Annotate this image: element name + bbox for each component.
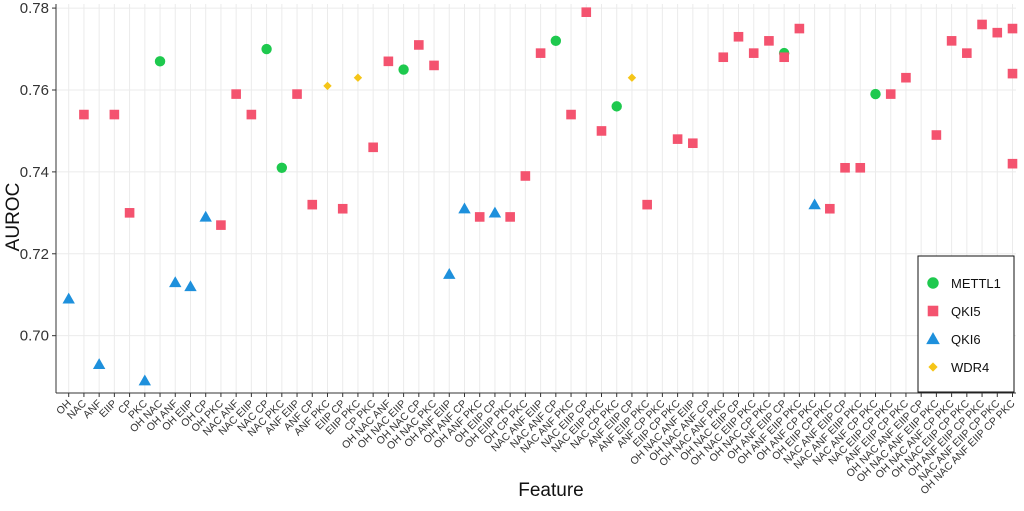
- data-point-qki6: [808, 198, 821, 210]
- data-point-mettl1: [261, 43, 272, 55]
- axes-layer: 0.70 0.72 0.74 0.76 0.78: [20, 0, 1016, 397]
- data-point-qki5: [931, 130, 942, 140]
- data-point-qki5: [383, 56, 394, 67]
- data-marks: [62, 7, 1018, 386]
- data-point-qki6: [199, 210, 212, 222]
- data-point-qki5: [962, 48, 972, 58]
- legend-label: QKI5: [951, 304, 981, 319]
- data-point-qki5: [474, 212, 485, 222]
- data-point-qki6: [184, 280, 197, 292]
- data-point-qki5: [672, 134, 683, 144]
- legend: METTL1 QKI5 QKI6 WDR4: [917, 255, 1015, 393]
- data-point-qki5: [368, 142, 378, 153]
- legend-item: QKI5: [927, 304, 981, 319]
- y-tick-label: 0.74: [20, 164, 49, 181]
- data-point-qki6: [458, 202, 471, 214]
- data-point-qki5: [977, 19, 987, 30]
- y-axis-title: AUROC: [3, 183, 24, 252]
- data-point-qki5: [429, 60, 439, 71]
- data-point-wdr4: [323, 81, 332, 91]
- data-point-qki5: [764, 36, 774, 46]
- series-wdr4: [323, 73, 637, 91]
- legend-label: METTL1: [951, 276, 1001, 291]
- legend-label: WDR4: [951, 360, 989, 375]
- legend-key-wdr4: [928, 362, 938, 372]
- data-point-qki5: [535, 48, 546, 58]
- data-point-qki5: [231, 89, 241, 99]
- series-qki6: [62, 198, 821, 386]
- y-tick-label: 0.78: [20, 0, 49, 17]
- legend-label: QKI6: [951, 332, 981, 347]
- data-point-qki5: [109, 109, 120, 120]
- legend-key-qki6: [926, 332, 940, 345]
- legend-key-qki5: [927, 305, 939, 317]
- data-point-qki5: [581, 7, 592, 17]
- data-point-qki5: [901, 72, 911, 83]
- data-point-qki5: [748, 48, 759, 58]
- data-point-qki5: [992, 27, 1003, 38]
- legend-item: QKI6: [926, 332, 981, 347]
- data-point-mettl1: [611, 101, 622, 112]
- data-point-qki5: [885, 89, 896, 99]
- data-point-qki5: [733, 31, 744, 42]
- data-point-mettl1: [870, 88, 881, 100]
- data-point-qki5: [79, 109, 89, 120]
- data-point-qki5: [794, 23, 805, 34]
- data-point-wdr4: [353, 73, 363, 82]
- x-axis-title: Feature: [518, 480, 583, 501]
- data-point-qki5: [779, 52, 789, 63]
- data-point-qki5: [840, 162, 850, 173]
- data-point-wdr4: [627, 73, 637, 82]
- data-point-qki6: [138, 374, 152, 386]
- y-tick-label: 0.72: [20, 246, 49, 263]
- data-point-qki5: [414, 40, 424, 50]
- legend-item: WDR4: [928, 360, 989, 375]
- data-point-qki6: [92, 358, 106, 369]
- data-point-qki5: [292, 89, 302, 99]
- data-point-qki6: [443, 268, 456, 279]
- data-point-qki5: [825, 203, 835, 214]
- data-point-qki5: [718, 52, 729, 63]
- data-point-qki6: [62, 292, 75, 304]
- data-point-qki5: [1007, 68, 1018, 79]
- grid-layer: [56, 4, 1016, 393]
- data-point-qki5: [216, 220, 226, 230]
- data-point-mettl1: [154, 56, 166, 67]
- data-point-mettl1: [550, 35, 562, 47]
- y-tick-label: 0.76: [20, 82, 49, 99]
- data-point-qki5: [124, 208, 135, 218]
- data-point-qki5: [246, 109, 257, 120]
- data-point-qki5: [520, 171, 531, 181]
- legend-key-mettl1: [927, 277, 939, 289]
- series-qki5: [79, 7, 1018, 230]
- data-point-qki5: [307, 199, 318, 210]
- legend-item: METTL1: [927, 276, 1001, 291]
- data-point-qki6: [488, 206, 502, 218]
- data-point-qki5: [596, 126, 607, 136]
- data-point-qki5: [1007, 158, 1018, 169]
- data-point-qki6: [169, 276, 182, 288]
- data-point-qki5: [505, 212, 515, 222]
- data-point-mettl1: [398, 64, 409, 75]
- data-point-qki5: [642, 199, 652, 210]
- y-tick-label: 0.70: [20, 328, 49, 345]
- data-point-qki5: [337, 203, 348, 214]
- data-point-mettl1: [276, 162, 288, 173]
- data-point-qki5: [946, 36, 957, 46]
- data-point-qki5: [688, 138, 698, 149]
- data-point-qki5: [1007, 23, 1018, 34]
- data-point-qki5: [855, 162, 866, 173]
- data-point-qki5: [566, 109, 576, 120]
